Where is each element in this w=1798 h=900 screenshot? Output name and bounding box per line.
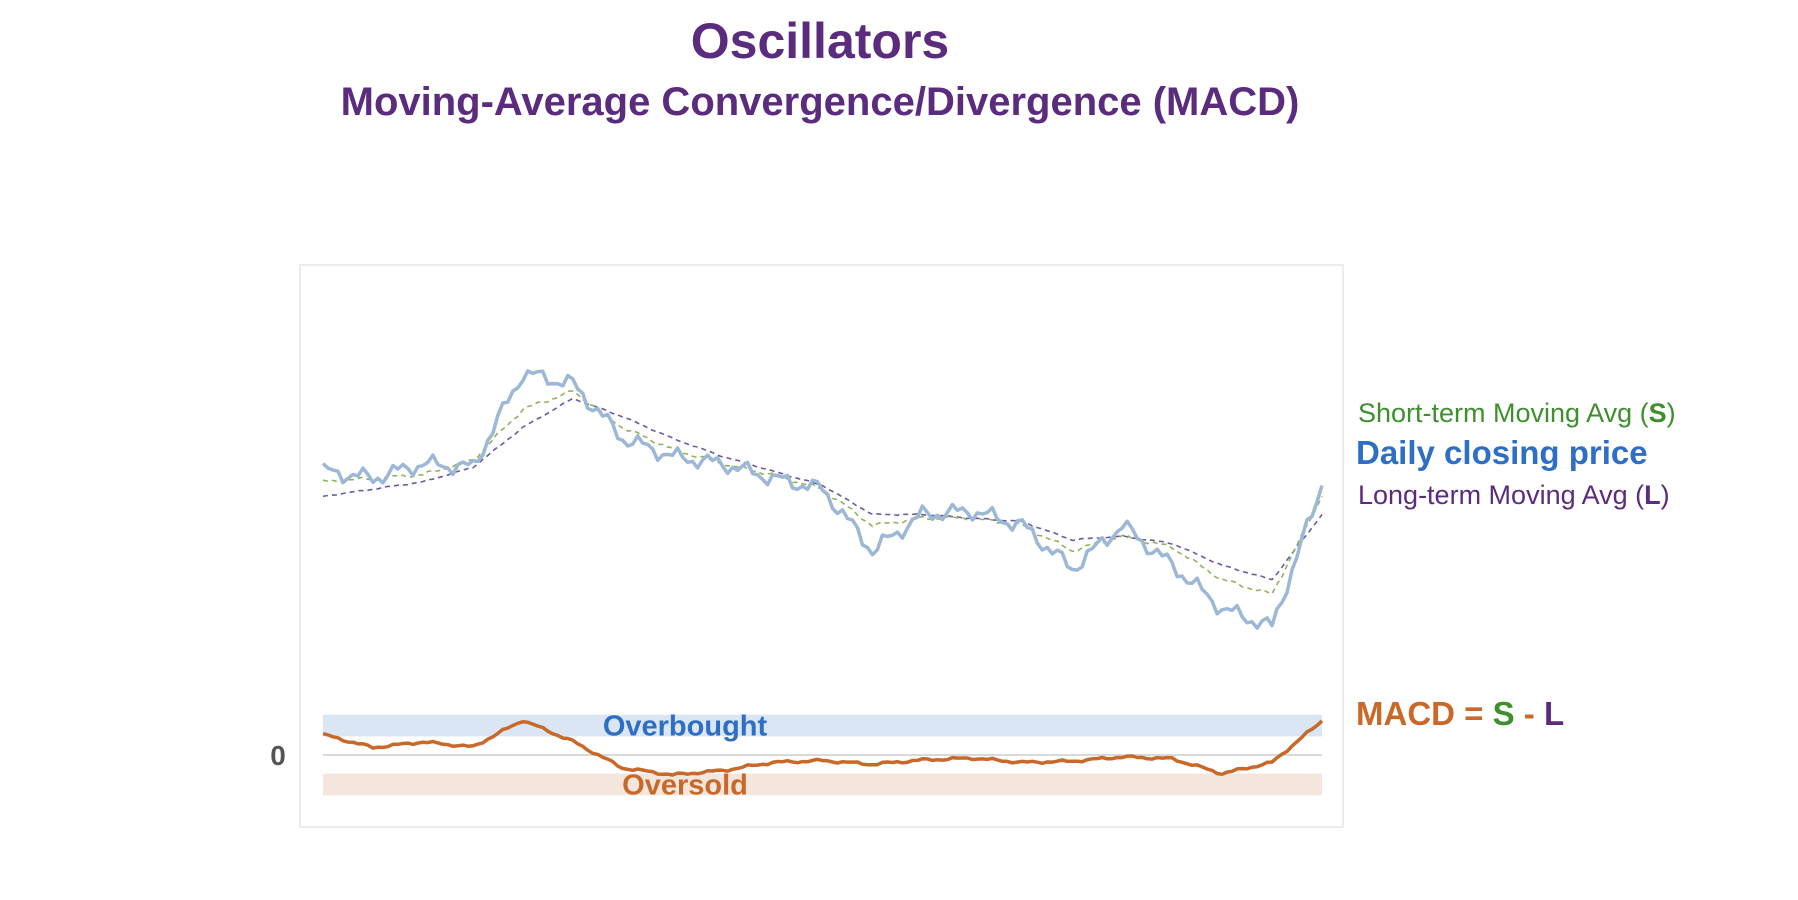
overbought-band (323, 714, 1322, 737)
legend-macd-s: S (1492, 695, 1515, 732)
macd-zero-tick-label: 0 (270, 740, 286, 771)
legend-short-term-ma: Short-term Moving Avg (S) (1358, 398, 1676, 429)
macd-line (322, 719, 1324, 777)
legend-macd-minus: - (1514, 695, 1544, 732)
legend-short-letter: S (1648, 398, 1667, 428)
legend-short-prefix: Short-term Moving Avg ( (1358, 398, 1649, 428)
legend-macd-l: L (1543, 695, 1565, 732)
long-term-ma-line (322, 397, 1323, 581)
legend-long-letter: L (1644, 480, 1661, 510)
legend-long-term-ma: Long-term Moving Avg (L) (1358, 480, 1670, 511)
plot-frame (299, 264, 1344, 828)
legend-macd-prefix: MACD = (1356, 695, 1493, 732)
legend-daily-closing-price: Daily closing price (1356, 434, 1648, 471)
overbought-label: Overbought (603, 711, 768, 743)
chart-title: Oscillators (690, 13, 950, 69)
legend-long-suffix: ) (1660, 480, 1670, 510)
legend-macd: MACD = S - L (1356, 695, 1564, 733)
legend-long-prefix: Long-term Moving Avg ( (1358, 480, 1645, 510)
oversold-band (323, 773, 1322, 796)
chart-subtitle: Moving-Average Convergence/Divergence (M… (340, 80, 1300, 124)
daily-closing-price-line (321, 369, 1324, 630)
legend-short-suffix: ) (1666, 398, 1676, 428)
